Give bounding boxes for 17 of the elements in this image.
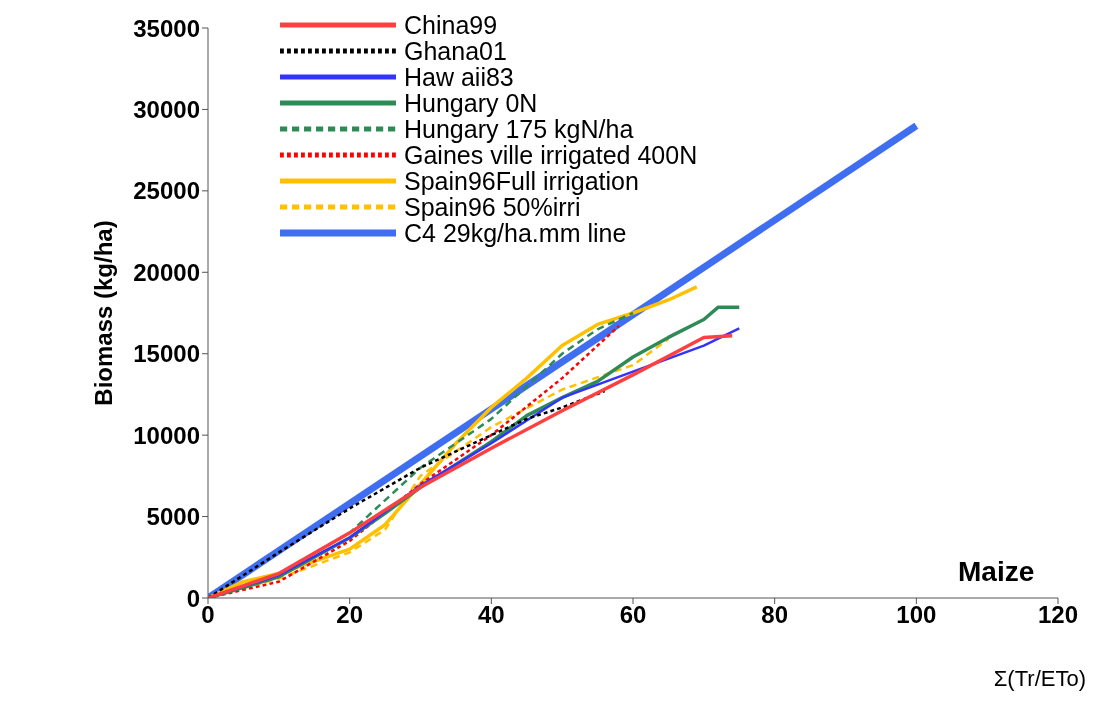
y-axis-title: Biomass (kg/ha) — [89, 220, 117, 406]
annotation: Maize — [958, 556, 1035, 588]
y-tick-label: 20000 — [133, 258, 200, 286]
x-axis-title: Σ(Tr/ETo) — [993, 666, 1086, 691]
x-tick-label: 120 — [1037, 601, 1079, 629]
x-tick-label: 60 — [619, 601, 647, 629]
y-tick-label: 0 — [186, 584, 200, 612]
x-tick-label: 100 — [896, 601, 937, 629]
y-tick-label: 25000 — [133, 177, 200, 205]
y-tick-label: 35000 — [133, 14, 200, 42]
x-tick-label: 40 — [477, 601, 505, 629]
x-tick-label: 80 — [761, 601, 789, 629]
y-tick-label: 30000 — [133, 95, 200, 123]
x-tick-label: 20 — [336, 601, 364, 629]
y-tick-label: 15000 — [133, 340, 200, 368]
y-tick-label: 10000 — [133, 421, 200, 449]
y-tick-label: 5000 — [146, 503, 200, 531]
